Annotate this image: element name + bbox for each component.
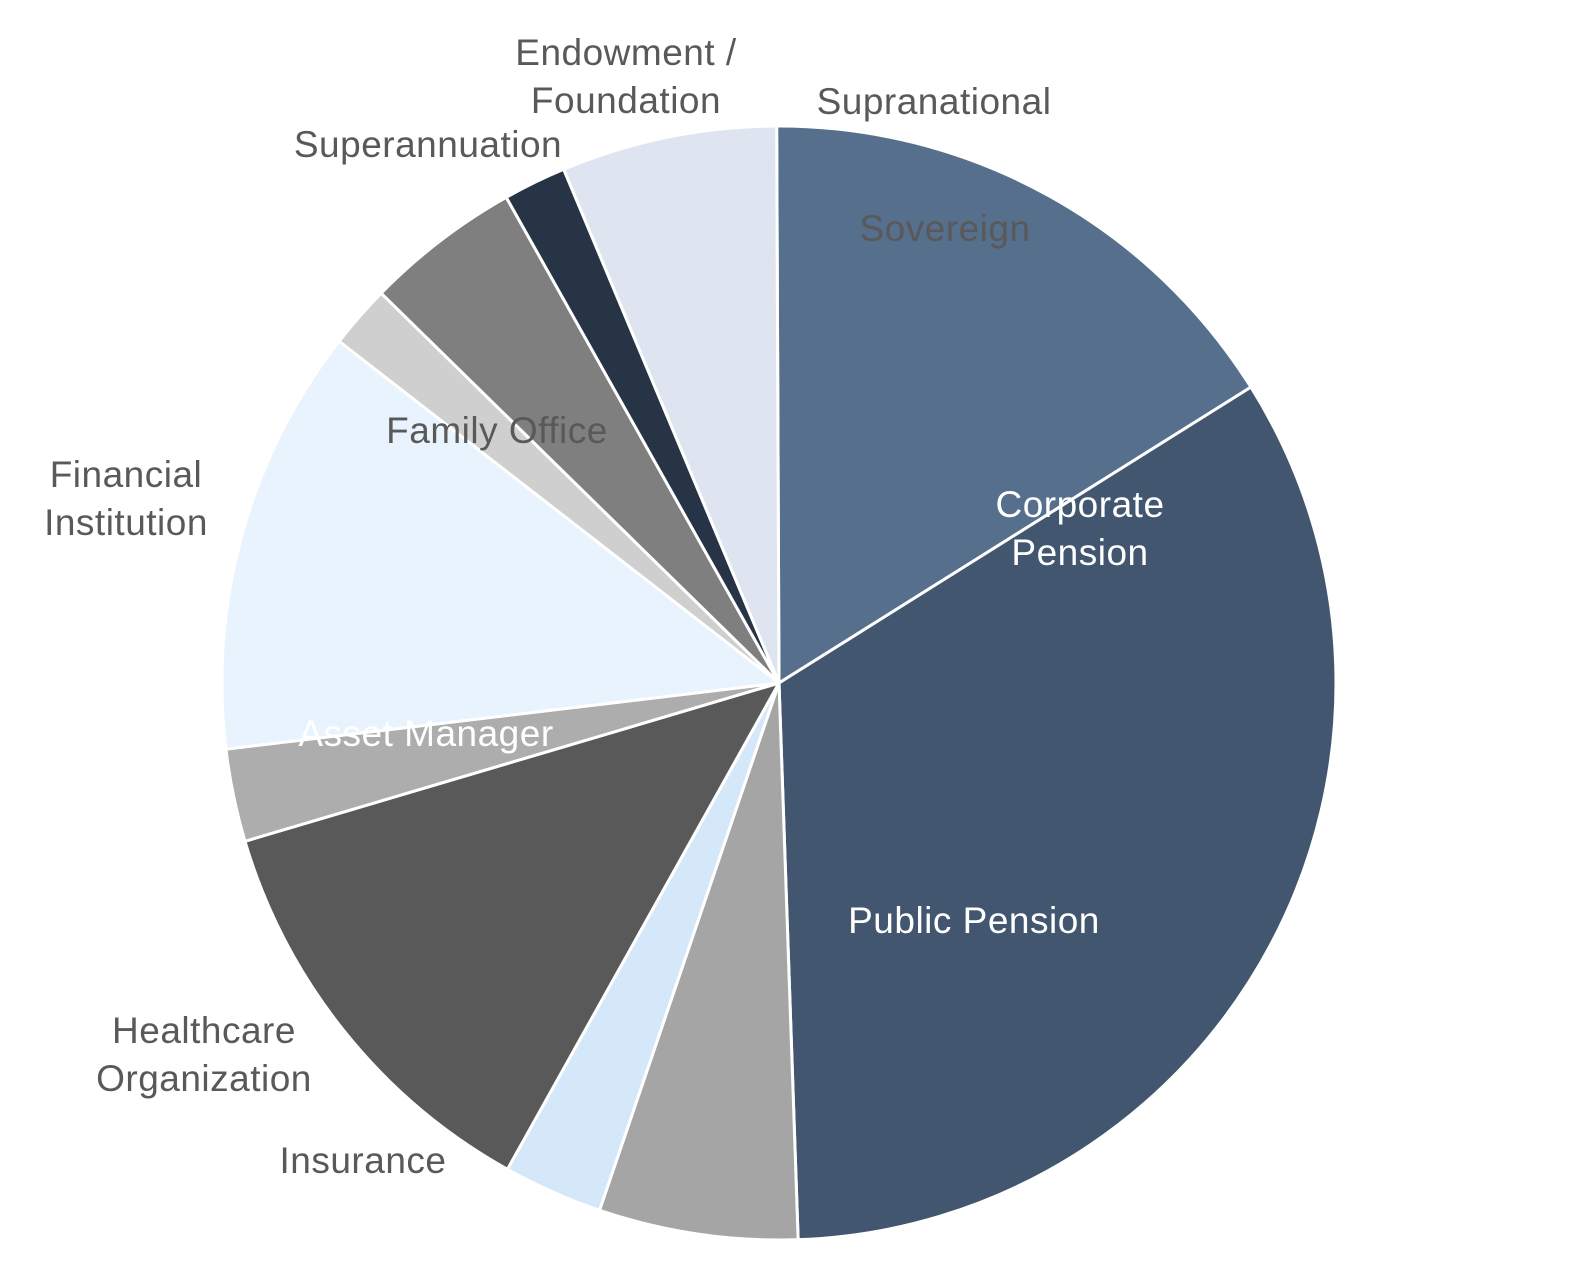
pie-slice-endowment-foundation <box>379 195 781 685</box>
slice-label-superannuation: Superannuation <box>294 124 562 165</box>
slice-label-line: Foundation <box>531 80 721 121</box>
slice-label-supranational: Supranational <box>817 81 1052 122</box>
pie-slices <box>220 124 1338 1242</box>
slice-label-line: Corporate <box>995 484 1164 525</box>
slice-label-healthcare-organization: Healthcare Organization <box>96 1010 312 1099</box>
pie-slice-public-pension <box>777 385 1338 1242</box>
slice-label-endowment-foundation: Endowment / Foundation <box>515 32 737 121</box>
slice-label-line: Asset Manager <box>298 713 553 754</box>
slice-label-line: Institution <box>44 502 208 543</box>
slice-label-line: Financial <box>50 454 203 495</box>
slice-label-line: Healthcare <box>112 1010 296 1051</box>
pie-slice-corporate-pension <box>775 124 1253 685</box>
pie-slice-asset-manager <box>243 681 781 1171</box>
slice-label-financial-institution: Financial Institution <box>44 454 208 543</box>
slice-label-line: Supranational <box>817 81 1052 122</box>
pie-labels: Corporate Pension Public Pension Insurance H… <box>44 32 1164 1181</box>
pie-slice-family-office <box>220 339 781 751</box>
slice-label-line: Pension <box>1011 532 1148 573</box>
slice-label-asset-manager: Asset Manager <box>298 713 553 754</box>
slice-label-insurance: Insurance <box>280 1140 447 1181</box>
pie-slice-sovereign <box>562 124 781 685</box>
slice-label-family-office: Family Office <box>386 410 608 451</box>
slice-label-public-pension: Public Pension <box>848 900 1100 941</box>
slice-label-line: Organization <box>96 1058 312 1099</box>
slice-label-line: Superannuation <box>294 124 562 165</box>
slice-label-line: Insurance <box>280 1140 447 1181</box>
slice-label-line: Endowment / <box>515 32 737 73</box>
pie-slice-insurance <box>598 681 800 1242</box>
slice-label-line: Sovereign <box>859 208 1030 249</box>
slice-label-line: Family Office <box>386 410 608 451</box>
slice-label-line: Public Pension <box>848 900 1100 941</box>
slice-label-sovereign: Sovereign <box>859 208 1030 249</box>
slice-label-corporate-pension: Corporate Pension <box>995 484 1164 573</box>
